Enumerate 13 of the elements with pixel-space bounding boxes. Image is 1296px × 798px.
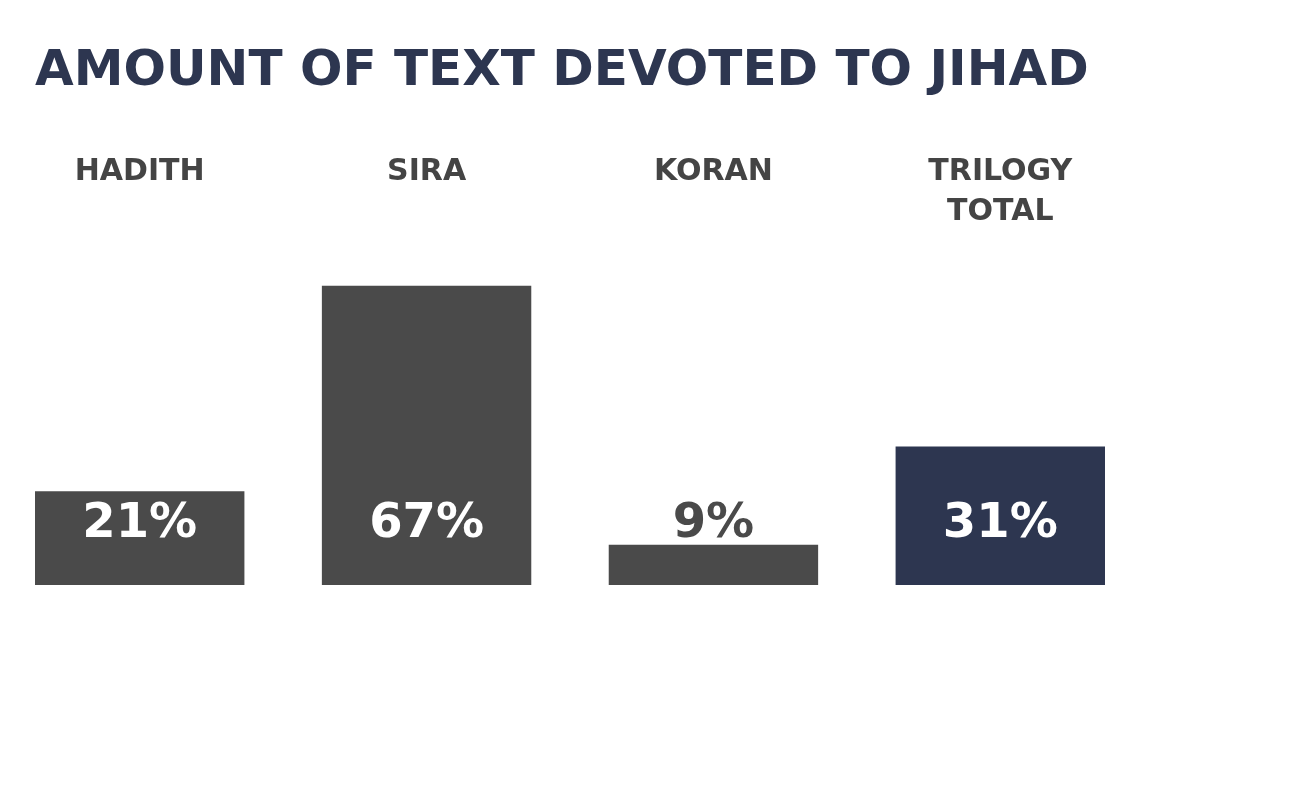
x-tick-label: SIRA [387,151,467,187]
bar [895,446,1105,585]
data-label: 21% [82,492,198,548]
chart-title: AMOUNT OF TEXT DEVOTED TO JIHAD [35,39,1089,97]
x-tick-label: KORAN [654,151,773,187]
bar [35,491,245,585]
data-label: 31% [942,492,1058,548]
data-label: 67% [369,492,485,548]
data-label: 9% [672,492,755,548]
x-tick-label: HADITH [74,151,205,187]
bar [608,544,819,585]
x-tick-label: TRILOGY TOTAL [928,151,1074,227]
bar [321,285,532,585]
